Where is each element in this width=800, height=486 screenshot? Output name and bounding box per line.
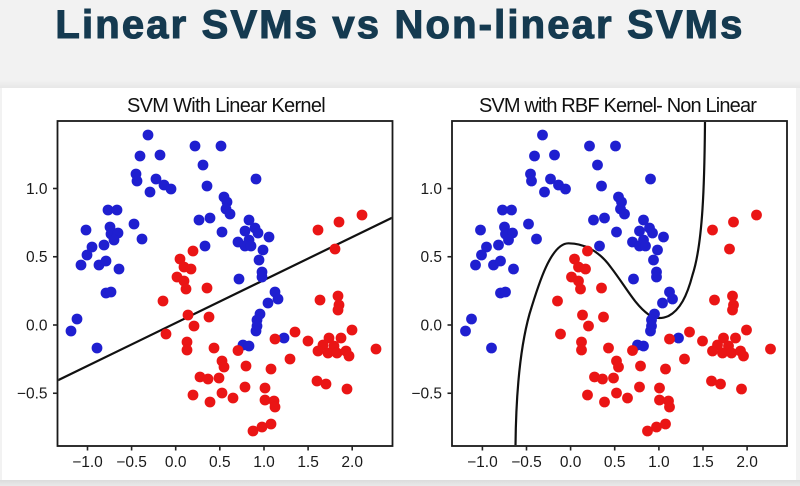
svg-text:−0.5: −0.5 (116, 454, 147, 471)
svg-text:−0.5: −0.5 (17, 386, 48, 403)
svg-text:0.5: 0.5 (604, 454, 626, 471)
svg-text:0.5: 0.5 (420, 249, 442, 266)
svg-text:SVM with RBF Kernel- Non Linea: SVM with RBF Kernel- Non Linear (479, 95, 757, 117)
svg-text:−1.0: −1.0 (467, 454, 498, 471)
svg-text:0.5: 0.5 (26, 249, 48, 266)
svg-text:0.5: 0.5 (209, 454, 231, 471)
svg-text:1.0: 1.0 (648, 454, 670, 471)
svg-text:1.5: 1.5 (297, 454, 319, 471)
svg-text:0.0: 0.0 (26, 317, 48, 334)
svg-text:−1.0: −1.0 (72, 454, 103, 471)
svg-text:0.0: 0.0 (165, 454, 187, 471)
svg-text:0.0: 0.0 (560, 454, 582, 471)
svg-text:1.0: 1.0 (26, 181, 48, 198)
svg-text:SVM With Linear Kernel: SVM With Linear Kernel (127, 95, 325, 117)
svg-text:−0.5: −0.5 (411, 386, 442, 403)
svg-text:2.0: 2.0 (736, 454, 758, 471)
svg-text:1.0: 1.0 (253, 454, 275, 471)
svg-text:−0.5: −0.5 (511, 454, 542, 471)
svg-text:1.5: 1.5 (692, 454, 714, 471)
svg-text:0.0: 0.0 (420, 317, 442, 334)
svg-text:1.0: 1.0 (420, 181, 442, 198)
svg-text:2.0: 2.0 (341, 454, 363, 471)
